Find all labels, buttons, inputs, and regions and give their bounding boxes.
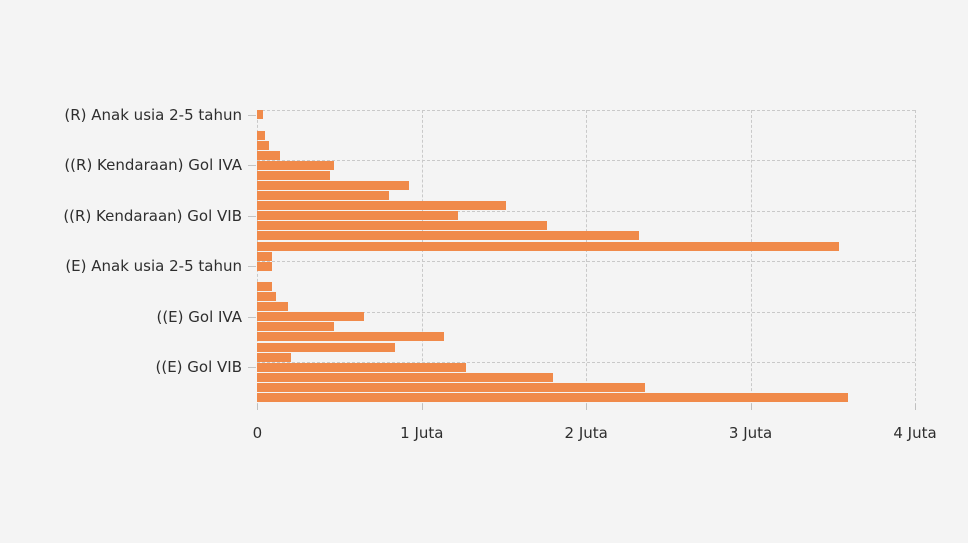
bar [257,352,291,362]
y-tick-mark [248,215,257,217]
bar [257,312,364,322]
y-tick-mark [248,316,257,318]
bar [257,201,506,211]
x-tick-mark [257,404,259,410]
bar [257,393,848,402]
bar [257,150,281,160]
bar [257,261,272,271]
bar [257,231,639,241]
bar [257,342,396,352]
x-axis-label: 2 Juta [564,424,608,442]
x-axis-label: 3 Juta [728,424,773,442]
x-tick-mark [750,404,752,410]
bar [257,130,265,140]
bar [257,382,646,392]
x-gridline [586,109,588,406]
bar [257,251,272,261]
bar [257,332,445,342]
bar [257,211,458,221]
x-gridline [421,109,423,406]
bar [257,281,272,291]
category-gridline [257,160,915,162]
x-gridline [750,109,752,406]
bar [257,140,270,150]
y-tick-mark [248,367,257,369]
bar [257,372,553,382]
y-axis-label: ((R) Kendaraan) Gol IVA [64,156,242,175]
bar [257,302,288,312]
bar [257,110,264,120]
x-axis-label: 1 Juta [400,424,444,442]
category-gridline [257,261,915,262]
x-tick-mark [586,404,588,410]
bar [257,362,467,372]
y-tick-mark [248,165,257,167]
bar [257,160,335,170]
x-gridline [915,109,916,406]
y-tick-mark [248,266,257,268]
y-axis-label: (E) Anak usia 2-5 tahun [65,257,242,276]
bar [257,292,277,301]
category-gridline [257,311,915,313]
bar [257,221,547,231]
category-gridline [257,210,915,212]
bar [257,170,330,180]
category-gridline [257,362,915,363]
bar [257,181,409,190]
y-tick-mark [248,114,257,116]
x-axis-label: 4 Juta [893,424,937,442]
y-axis-label: ((R) Kendaraan) Gol VIB [63,206,242,225]
y-axis-label: ((E) Gol IVA [156,307,242,326]
bar [257,191,389,201]
bar [257,241,840,251]
category-gridline [257,109,915,111]
y-axis-label: ((E) Gol VIB [155,358,242,377]
x-tick-mark [915,404,916,410]
bar [257,322,335,332]
x-tick-mark [421,404,423,410]
y-axis-label: (R) Anak usia 2-5 tahun [64,105,242,124]
x-axis-label: 0 [252,424,263,442]
